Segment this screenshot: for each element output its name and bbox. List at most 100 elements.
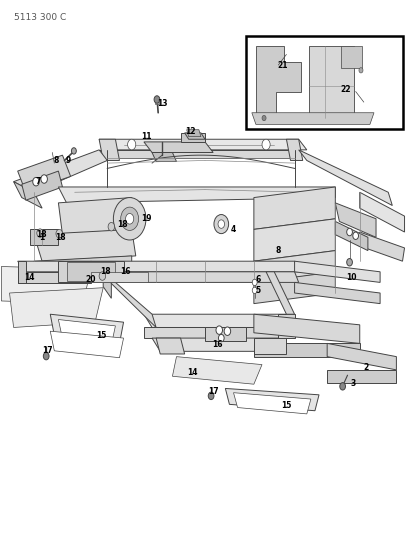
Polygon shape [335,221,367,251]
Text: 10: 10 [346,272,356,281]
Polygon shape [144,327,286,338]
Circle shape [99,272,106,280]
Text: 7: 7 [35,177,40,186]
Circle shape [113,198,146,240]
Polygon shape [91,261,298,272]
Polygon shape [255,46,300,113]
Polygon shape [155,101,159,104]
Polygon shape [225,389,318,411]
Polygon shape [9,288,103,327]
Text: 2: 2 [362,363,368,372]
Polygon shape [341,46,361,68]
Text: 19: 19 [140,214,151,223]
Polygon shape [103,272,156,327]
Text: 21: 21 [276,61,287,69]
Polygon shape [66,262,115,281]
Bar [245,36,402,128]
Polygon shape [99,139,306,150]
Text: 11: 11 [140,132,151,141]
Polygon shape [99,139,119,160]
Polygon shape [180,133,204,142]
Polygon shape [253,314,359,343]
Circle shape [218,334,224,342]
Circle shape [108,222,115,231]
Polygon shape [58,229,131,251]
Text: 22: 22 [339,85,350,94]
Circle shape [224,327,230,335]
Polygon shape [58,319,115,345]
Text: 17: 17 [207,386,218,395]
Polygon shape [326,370,396,383]
Circle shape [208,392,213,400]
Polygon shape [91,272,148,282]
Text: 18: 18 [36,230,47,239]
Polygon shape [253,343,359,357]
Polygon shape [186,130,200,136]
Polygon shape [335,203,375,237]
Polygon shape [265,272,294,314]
Text: 5113 300 C: 5113 300 C [13,13,66,22]
Polygon shape [253,338,286,354]
Circle shape [339,383,345,390]
Text: 5: 5 [255,286,260,295]
Text: 9: 9 [66,156,71,165]
Circle shape [216,326,222,334]
Polygon shape [13,182,42,208]
Circle shape [261,139,270,150]
Text: 14: 14 [24,272,34,281]
Polygon shape [253,272,335,304]
Circle shape [252,279,256,286]
Text: 3: 3 [350,378,355,387]
Circle shape [71,148,76,154]
Polygon shape [298,150,391,206]
Polygon shape [58,187,335,203]
Circle shape [261,115,265,120]
Text: 18: 18 [55,233,65,242]
Text: 17: 17 [42,346,53,355]
Polygon shape [253,187,335,229]
Text: 15: 15 [96,331,106,340]
Polygon shape [91,272,298,282]
Circle shape [346,228,352,236]
Text: 1: 1 [39,233,45,242]
Circle shape [56,229,62,238]
Circle shape [213,215,228,233]
Text: 8: 8 [54,156,59,165]
Circle shape [218,220,224,228]
Circle shape [43,352,49,360]
Circle shape [154,96,160,103]
Text: 12: 12 [185,127,196,136]
Polygon shape [357,232,404,261]
Text: 18: 18 [117,220,128,229]
Circle shape [33,177,39,186]
Circle shape [252,287,256,294]
Circle shape [346,259,352,266]
Polygon shape [278,314,294,338]
Text: 16: 16 [120,268,130,276]
Polygon shape [294,282,379,304]
Polygon shape [172,357,261,384]
Polygon shape [152,152,176,161]
Polygon shape [204,327,245,341]
Polygon shape [34,256,131,282]
Text: 16: 16 [211,341,222,350]
Polygon shape [251,113,373,124]
Polygon shape [308,46,353,118]
Polygon shape [253,251,335,282]
Circle shape [120,207,138,230]
Polygon shape [184,133,204,139]
Circle shape [41,175,47,183]
Circle shape [127,139,135,150]
Polygon shape [359,192,404,232]
Polygon shape [1,266,91,304]
Polygon shape [58,198,135,235]
Text: 15: 15 [281,401,291,410]
Polygon shape [103,272,111,298]
Polygon shape [286,139,302,160]
Polygon shape [18,155,70,192]
Polygon shape [294,261,379,282]
Text: 4: 4 [230,225,236,234]
Text: 18: 18 [100,268,110,276]
Polygon shape [152,338,286,351]
Polygon shape [18,261,26,284]
